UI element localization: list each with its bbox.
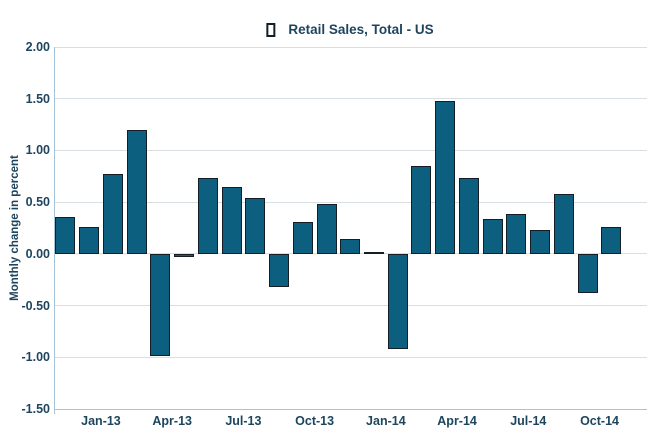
y-axis-tick-label: 1.00 bbox=[25, 143, 50, 158]
bar-Mar-13[interactable] bbox=[150, 253, 171, 357]
legend[interactable]: Retail Sales, Total - US bbox=[266, 22, 434, 37]
bar-Oct-14[interactable] bbox=[601, 226, 622, 254]
bar-Aug-13[interactable] bbox=[269, 253, 290, 287]
x-axis-tick-label: Jul-13 bbox=[225, 414, 262, 428]
bar-Feb-14[interactable] bbox=[411, 165, 432, 254]
y-axis-tick-label: -1.00 bbox=[21, 350, 51, 365]
bar-Apr-14[interactable] bbox=[458, 178, 479, 254]
y-axis-tick-label: 1.50 bbox=[25, 91, 50, 106]
y-axis-tick-label: -1.50 bbox=[21, 402, 51, 416]
x-axis-tick-label: Apr-13 bbox=[152, 414, 192, 428]
bar-May-14[interactable] bbox=[482, 218, 503, 254]
bar-Jan-13[interactable] bbox=[102, 174, 123, 254]
x-axis-tick-label: Oct-13 bbox=[295, 414, 335, 428]
x-axis-tick bbox=[53, 409, 55, 414]
y-axis-title: Monthly change in percent bbox=[9, 155, 21, 301]
gridline bbox=[53, 98, 647, 100]
bar-Nov-12[interactable] bbox=[55, 216, 76, 254]
bar-Jun-14[interactable] bbox=[506, 213, 527, 254]
bar-Jul-14[interactable] bbox=[530, 230, 551, 254]
bar-Jul-13[interactable] bbox=[245, 198, 266, 254]
x-axis-tick-label: Jan-14 bbox=[366, 414, 406, 428]
x-axis-tick-label: Jan-13 bbox=[81, 414, 121, 428]
bar-Feb-13[interactable] bbox=[126, 129, 147, 254]
legend-series-marker-icon bbox=[266, 22, 276, 37]
gridline bbox=[53, 46, 647, 48]
legend-series-label: Retail Sales, Total - US bbox=[288, 22, 434, 37]
bar-Sep-14[interactable] bbox=[577, 253, 598, 294]
gridline bbox=[53, 201, 647, 203]
gridline bbox=[53, 305, 647, 307]
gridline bbox=[53, 253, 647, 255]
y-axis-tick-label: 0.50 bbox=[25, 195, 50, 210]
bar-Apr-13[interactable] bbox=[174, 253, 195, 257]
x-axis-tick-label: Apr-14 bbox=[437, 414, 477, 428]
bar-Aug-14[interactable] bbox=[553, 193, 574, 254]
gridline bbox=[53, 149, 647, 151]
y-axis-tick-label: 0.00 bbox=[25, 246, 50, 261]
x-axis-tick-label: Jul-14 bbox=[510, 414, 547, 428]
bar-Nov-13[interactable] bbox=[340, 239, 361, 254]
bar-Mar-14[interactable] bbox=[435, 100, 456, 254]
x-axis-tick-label: Oct-14 bbox=[580, 414, 619, 428]
gridline bbox=[53, 356, 647, 358]
bar-Sep-13[interactable] bbox=[292, 221, 313, 254]
bar-Jan-14[interactable] bbox=[387, 253, 408, 349]
y-axis-tick-label: 2.00 bbox=[25, 40, 50, 54]
gridline bbox=[53, 408, 647, 410]
y-axis-tick-label: -0.50 bbox=[21, 298, 51, 313]
bar-Oct-13[interactable] bbox=[316, 204, 337, 254]
bar-Jun-13[interactable] bbox=[221, 186, 242, 254]
y-axis-line bbox=[53, 47, 55, 409]
bar-Dec-12[interactable] bbox=[79, 226, 100, 254]
bar-Dec-13[interactable] bbox=[363, 251, 384, 255]
bar-May-13[interactable] bbox=[197, 178, 218, 254]
